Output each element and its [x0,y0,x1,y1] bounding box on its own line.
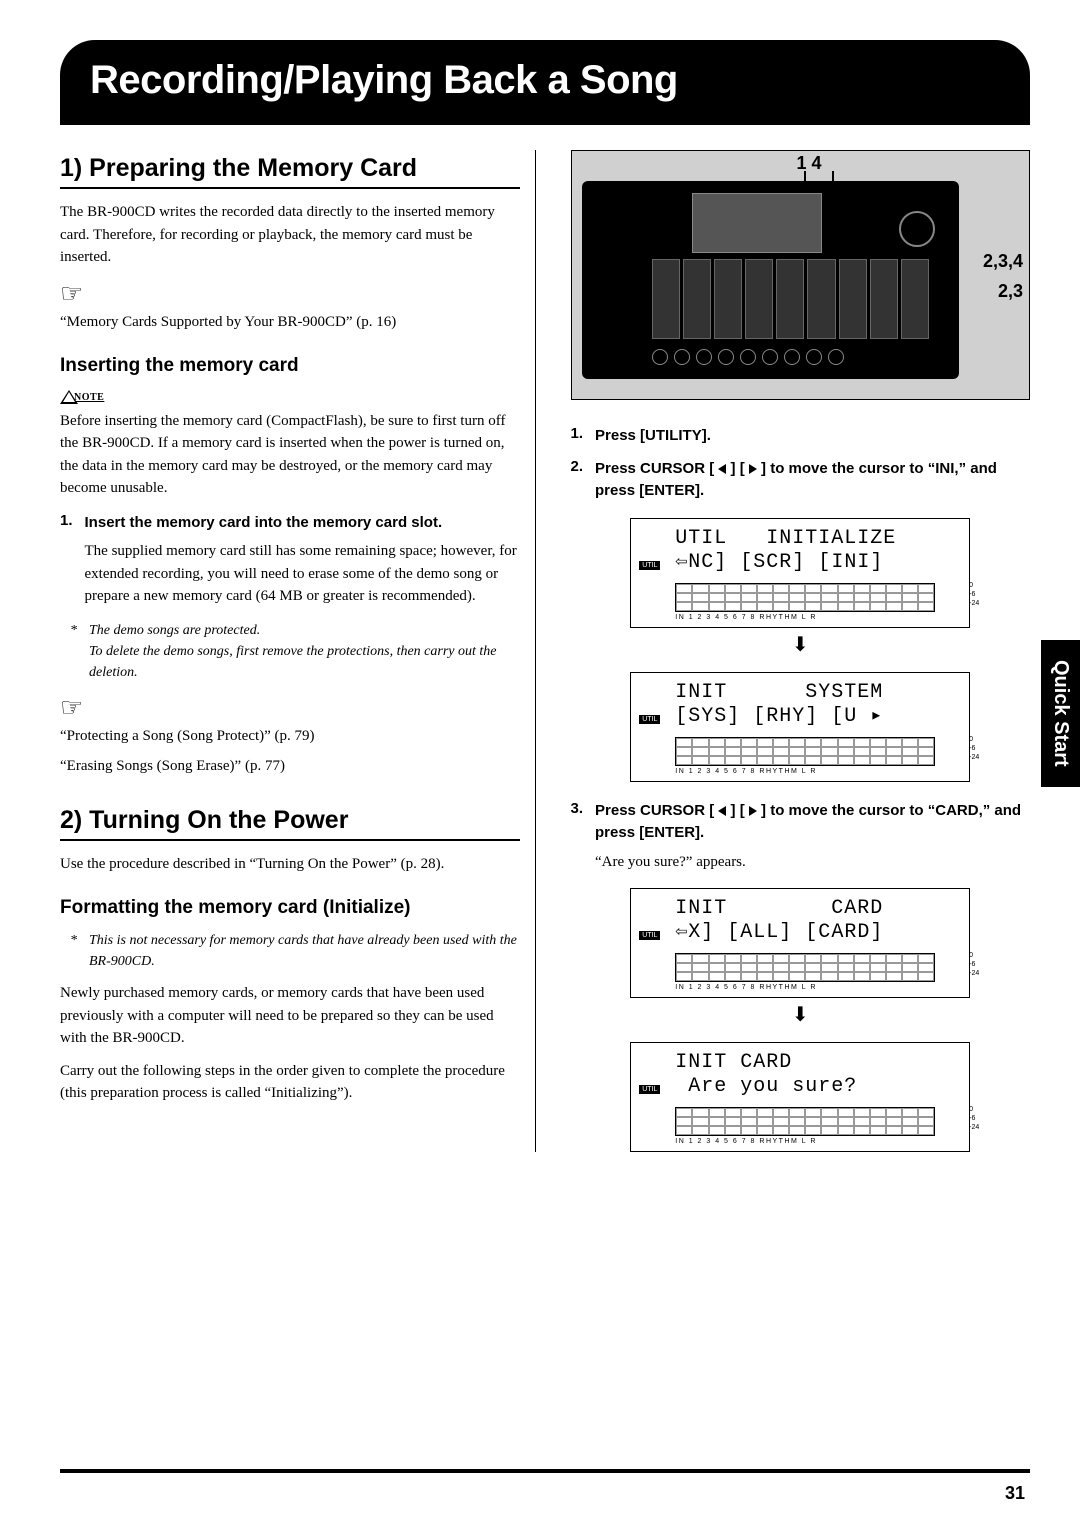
protect-ref: “Protecting a Song (Song Protect)” (p. 7… [60,725,520,748]
util-badge: UTIL [639,715,660,724]
lcd-4-line2: Are you sure? [639,1075,961,1099]
step-body: Insert the memory card into the memory c… [85,512,520,608]
step-body: Press CURSOR [ ] [ ] to move the cursor … [595,800,1030,874]
format-not-necessary-note: * This is not necessary for memory cards… [70,930,520,972]
step-3-list: 3. Press CURSOR [ ] [ ] to move the curs… [571,800,1031,874]
meter-scale: 0-6-24 [969,951,979,978]
section-1-heading: 1) Preparing the Memory Card [60,154,520,189]
memory-card-ref: “Memory Cards Supported by Your BR-900CD… [60,311,520,334]
down-arrow-icon: ⬇ [571,632,1031,657]
util-badge: UTIL [639,561,660,570]
step-1-bold: Insert the memory card into the memory c… [85,514,443,531]
step-number: 2. [571,458,584,503]
utility-steps-list: 1. Press [UTILITY]. 2. Press CURSOR [ ] … [571,425,1031,503]
down-arrow-icon: ⬇ [571,1002,1031,1027]
page-header-bar: Recording/Playing Back a Song [60,40,1030,125]
list-item: 1. Insert the memory card into the memor… [60,512,520,608]
page-number: 31 [1005,1483,1025,1504]
util-badge: UTIL [639,931,660,940]
step-1-sub: The supplied memory card still has some … [85,540,520,608]
device-body: BR-900CD [582,181,960,379]
lcd-screen-1: UTIL UTIL INITIALIZE ⇦NC] [SCR] [INI] 0-… [630,518,970,628]
note-text: Before inserting the memory card (Compac… [60,410,520,500]
lcd-4-line1: INIT CARD [639,1051,961,1075]
footer-rule [60,1469,1030,1473]
meter-bottom-labels: IN 1 2 3 4 5 6 7 8 RHYTHM L R [675,614,961,621]
format-body-1: Newly purchased memory cards, or memory … [60,982,520,1050]
page-title: Recording/Playing Back a Song [90,58,1000,103]
meter-scale: 0-6-24 [969,581,979,608]
star-note-body: This is not necessary for memory cards t… [89,930,520,972]
right-column: 1 4 2,3,4 2,3 BR-900CD [556,150,1031,1152]
erase-ref: “Erasing Songs (Song Erase)” (p. 77) [60,755,520,778]
meter-bottom-labels: IN 1 2 3 4 5 6 7 8 RHYTHM L R [675,1138,961,1145]
format-body-2: Carry out the following steps in the ord… [60,1060,520,1105]
inserting-card-heading: Inserting the memory card [60,355,520,378]
section-2-heading: 2) Turning On the Power [60,806,520,841]
insert-steps-list: 1. Insert the memory card into the memor… [60,512,520,608]
lcd-screen-2: UTIL INIT SYSTEM [SYS] [RHY] [U ▸ 0-6-24… [630,672,970,782]
lcd-3-line2: ⇦X] [ALL] [CARD] [639,921,961,945]
lcd-meter: 0-6-24 [675,1107,961,1136]
cursor-right-icon [749,806,757,816]
callout-234: 2,3,4 [983,251,1023,272]
step-3-after: “Are you sure?” appears. [595,851,1030,874]
callout-23: 2,3 [998,281,1023,302]
util-badge: UTIL [639,1085,660,1094]
left-column: 1) Preparing the Memory Card The BR-900C… [60,150,536,1152]
step-1-text: Press [UTILITY]. [595,427,711,444]
device-diagram: 1 4 2,3,4 2,3 BR-900CD [571,150,1031,400]
pointing-hand-icon: ☞ [60,693,520,723]
step-2a: Press CURSOR [ [595,460,718,477]
asterisk-icon: * [70,930,77,972]
step-body: Press CURSOR [ ] [ ] to move the cursor … [595,458,1030,503]
meter-scale: 0-6-24 [969,1105,979,1132]
lcd-2-line1: INIT SYSTEM [639,681,961,705]
step-number: 1. [571,425,584,448]
step-number: 1. [60,512,73,608]
step-2b: ] [ [726,460,749,477]
demo-songs-note: * The demo songs are protected. To delet… [70,620,520,683]
lcd-2-line2: [SYS] [RHY] [U ▸ [639,705,961,729]
callout-top: 1 4 [797,153,822,174]
lcd-1-line1: UTIL INITIALIZE [639,527,961,551]
device-big-knob [899,211,935,247]
step-3b: ] [ [726,802,749,819]
step-3a: Press CURSOR [ [595,802,718,819]
page-container: Recording/Playing Back a Song 1) Prepari… [0,0,1080,1528]
meter-bottom-labels: IN 1 2 3 4 5 6 7 8 RHYTHM L R [675,984,961,991]
lcd-meter: 0-6-24 [675,583,961,612]
list-item: 2. Press CURSOR [ ] [ ] to move the curs… [571,458,1031,503]
formatting-heading: Formatting the memory card (Initialize) [60,897,520,920]
step-body: Press [UTILITY]. [595,425,1030,448]
device-faders [652,259,930,339]
section-2-body: Use the procedure described in “Turning … [60,853,520,876]
device-screen [692,193,822,253]
lcd-meter: 0-6-24 [675,953,961,982]
meter-scale: 0-6-24 [969,735,979,762]
asterisk-icon: * [70,620,77,683]
pointing-hand-icon: ☞ [60,279,520,309]
section-1-intro: The BR-900CD writes the recorded data di… [60,201,520,269]
lcd-screen-3: UTIL INIT CARD ⇦X] [ALL] [CARD] 0-6-24 I… [630,888,970,998]
meter-bottom-labels: IN 1 2 3 4 5 6 7 8 RHYTHM L R [675,768,961,775]
lcd-screen-4: UTIL INIT CARD Are you sure? 0-6-24 IN 1… [630,1042,970,1152]
two-column-layout: 1) Preparing the Memory Card The BR-900C… [60,150,1030,1152]
cursor-right-icon [749,464,757,474]
lcd-3-line1: INIT CARD [639,897,961,921]
lcd-1-line2: ⇦NC] [SCR] [INI] [639,551,961,575]
list-item: 1. Press [UTILITY]. [571,425,1031,448]
lcd-meter: 0-6-24 [675,737,961,766]
star-note-body: The demo songs are protected. To delete … [89,620,520,683]
side-tab-quick-start: Quick Start [1041,640,1080,787]
warning-triangle-icon [60,390,78,404]
step-number: 3. [571,800,584,874]
device-knobs [652,349,930,367]
note-icon: NOTE [60,388,520,406]
list-item: 3. Press CURSOR [ ] [ ] to move the curs… [571,800,1031,874]
